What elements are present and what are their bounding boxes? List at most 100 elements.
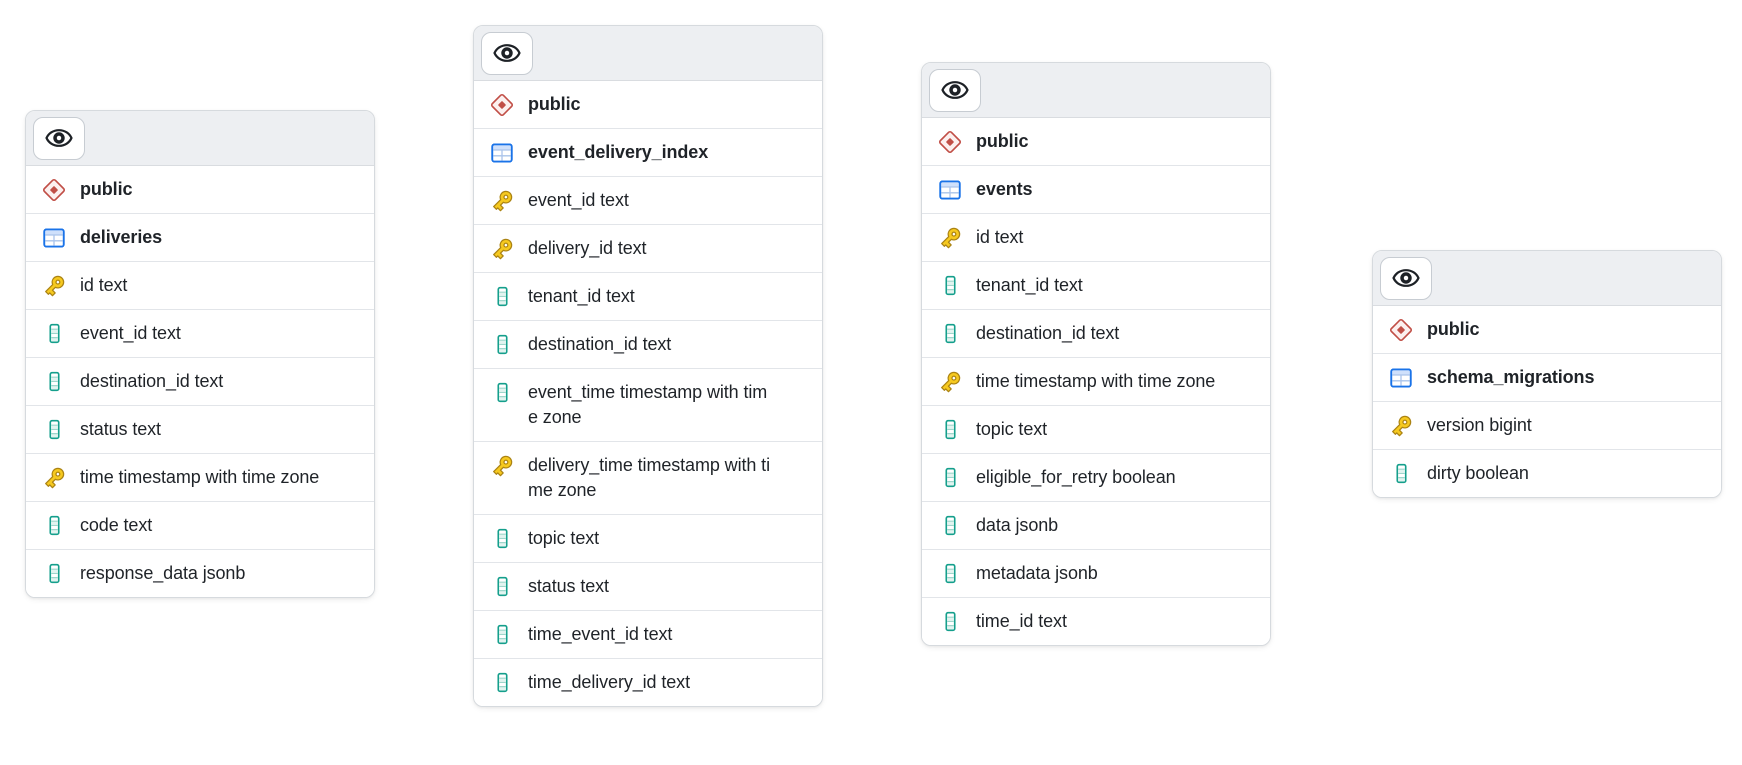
column-icon <box>489 284 515 309</box>
visibility-toggle-button[interactable] <box>929 68 981 112</box>
column-row[interactable]: code text <box>26 501 374 549</box>
column-label: status text <box>528 576 609 596</box>
column-label: time_id text <box>976 611 1067 631</box>
column-row[interactable]: time timestamp with time zone <box>26 453 374 501</box>
column-icon <box>489 332 515 357</box>
table-card-event-delivery-index[interactable]: public event_delivery_index event_id tex… <box>473 25 823 707</box>
column-label: delivery_time timestamp with time zone <box>528 455 770 500</box>
column-label: event_id text <box>80 323 181 343</box>
column-icon <box>41 513 67 538</box>
column-row[interactable]: tenant_id text <box>922 261 1270 309</box>
table-name-row[interactable]: deliveries <box>26 213 374 261</box>
table-name-row[interactable]: schema_migrations <box>1373 353 1721 401</box>
key-icon <box>489 188 515 213</box>
column-icon <box>489 380 515 405</box>
column-label: destination_id text <box>528 334 672 354</box>
column-row[interactable]: id text <box>922 213 1270 261</box>
column-label: tenant_id text <box>976 275 1083 295</box>
column-row[interactable]: time_id text <box>922 597 1270 645</box>
table-name-row[interactable]: events <box>922 165 1270 213</box>
column-row[interactable]: time_delivery_id text <box>474 658 822 706</box>
column-row[interactable]: time timestamp with time zone <box>922 357 1270 405</box>
column-label: id text <box>976 227 1024 247</box>
column-label: topic text <box>976 419 1048 439</box>
card-header <box>1373 251 1721 306</box>
column-icon <box>41 417 67 442</box>
column-icon <box>937 609 963 634</box>
eye-icon <box>493 39 521 67</box>
column-row[interactable]: topic text <box>922 405 1270 453</box>
column-row[interactable]: event_id text <box>26 309 374 357</box>
column-icon <box>41 369 67 394</box>
table-grid-icon <box>41 225 67 250</box>
column-label: time_event_id text <box>528 624 673 644</box>
key-icon <box>1388 413 1414 438</box>
column-row[interactable]: delivery_id text <box>474 224 822 272</box>
column-row[interactable]: delivery_time timestamp with time zone <box>474 441 822 514</box>
column-row[interactable]: event_time timestamp with time zone <box>474 368 822 441</box>
schema-diamond-icon <box>489 92 515 117</box>
column-label: id text <box>80 275 128 295</box>
card-header <box>922 63 1270 118</box>
table-name: deliveries <box>80 227 163 247</box>
visibility-toggle-button[interactable] <box>481 31 533 75</box>
table-card-events[interactable]: public events id text tenant_id text des… <box>921 62 1271 646</box>
visibility-toggle-button[interactable] <box>1380 256 1432 300</box>
column-row[interactable]: id text <box>26 261 374 309</box>
column-row[interactable]: destination_id text <box>922 309 1270 357</box>
column-icon <box>937 513 963 538</box>
column-icon <box>489 622 515 647</box>
card-header <box>26 111 374 166</box>
column-row[interactable]: metadata jsonb <box>922 549 1270 597</box>
column-label: dirty boolean <box>1427 463 1529 483</box>
column-row[interactable]: tenant_id text <box>474 272 822 320</box>
column-row[interactable]: destination_id text <box>474 320 822 368</box>
column-icon <box>489 670 515 695</box>
schema-row[interactable]: public <box>1373 306 1721 353</box>
column-icon <box>937 465 963 490</box>
column-label: topic text <box>528 528 600 548</box>
column-row[interactable]: response_data jsonb <box>26 549 374 597</box>
column-label: destination_id text <box>80 371 224 391</box>
column-row[interactable]: topic text <box>474 514 822 562</box>
schema-row[interactable]: public <box>26 166 374 213</box>
column-label: version bigint <box>1427 415 1532 435</box>
column-row[interactable]: status text <box>474 562 822 610</box>
column-icon <box>489 574 515 599</box>
schema-diamond-icon <box>937 129 963 154</box>
column-label: data jsonb <box>976 515 1059 535</box>
column-icon <box>41 561 67 586</box>
schema-name: public <box>80 179 133 199</box>
column-label: tenant_id text <box>528 286 635 306</box>
column-icon <box>1388 461 1414 486</box>
key-icon <box>489 236 515 261</box>
column-row[interactable]: data jsonb <box>922 501 1270 549</box>
column-label: destination_id text <box>976 323 1120 343</box>
table-name: events <box>976 179 1033 199</box>
column-row[interactable]: version bigint <box>1373 401 1721 449</box>
card-header <box>474 26 822 81</box>
schema-name: public <box>528 94 581 114</box>
column-row[interactable]: time_event_id text <box>474 610 822 658</box>
column-row[interactable]: event_id text <box>474 176 822 224</box>
column-row[interactable]: eligible_for_retry boolean <box>922 453 1270 501</box>
schema-row[interactable]: public <box>474 81 822 128</box>
column-row[interactable]: destination_id text <box>26 357 374 405</box>
eye-icon <box>45 124 73 152</box>
column-row[interactable]: status text <box>26 405 374 453</box>
column-row[interactable]: dirty boolean <box>1373 449 1721 497</box>
table-card-schema-migrations[interactable]: public schema_migrations version bigint … <box>1372 250 1722 498</box>
table-card-deliveries[interactable]: public deliveries id text event_id text … <box>25 110 375 598</box>
key-icon <box>937 369 963 394</box>
visibility-toggle-button[interactable] <box>33 116 85 160</box>
column-label: status text <box>80 419 161 439</box>
column-label: delivery_id text <box>528 238 647 258</box>
table-grid-icon <box>489 140 515 165</box>
schema-name: public <box>1427 319 1480 339</box>
schema-row[interactable]: public <box>922 118 1270 165</box>
schema-diamond-icon <box>41 177 67 202</box>
table-name-row[interactable]: event_delivery_index <box>474 128 822 176</box>
table-grid-icon <box>937 177 963 202</box>
schema-diamond-icon <box>1388 317 1414 342</box>
